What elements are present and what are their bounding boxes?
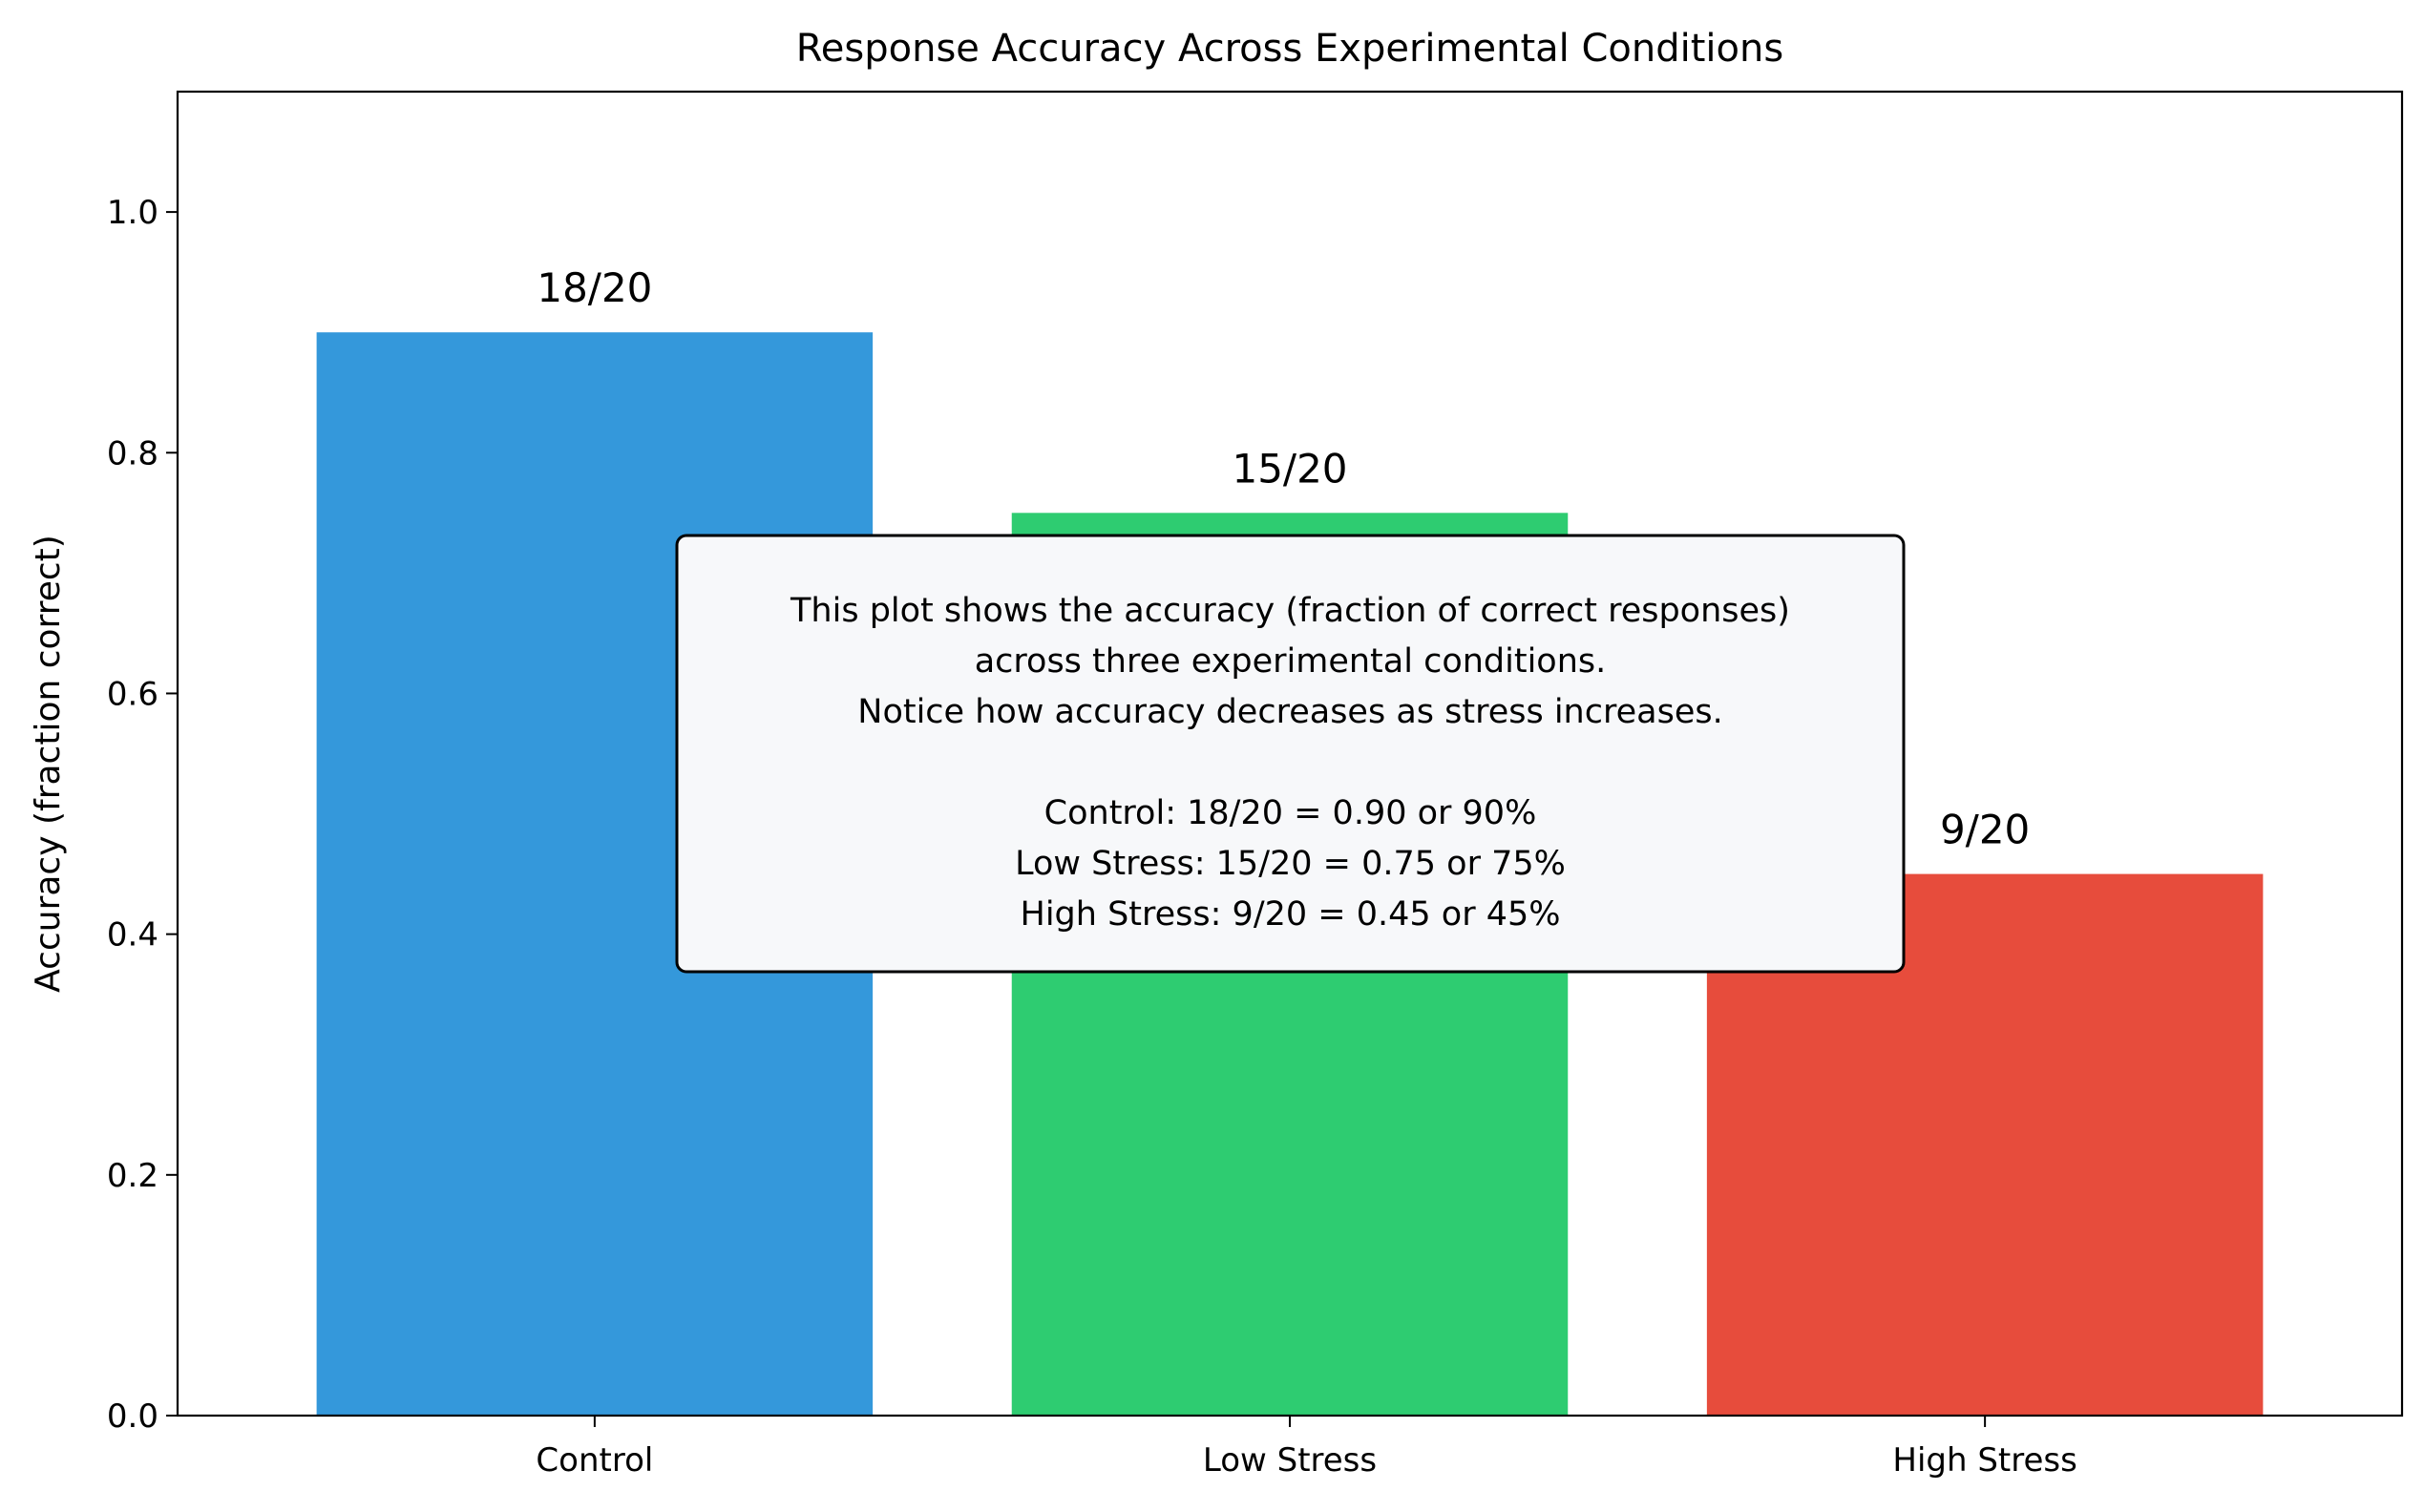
annotation-text-line: High Stress: 9/20 = 0.45 or 45% xyxy=(1021,895,1561,934)
plot-area: 18/20 15/20 9/20 0.0 0.2 0.4 0.6 0.8 1.0 Control L… xyxy=(107,90,2404,1480)
chart-title: Response Accuracy Across Experimental Co… xyxy=(796,27,1783,71)
y-axis-label: Accuracy (fraction correct) xyxy=(29,535,68,993)
data-label: 18/20 xyxy=(537,264,652,311)
y-tick-label: 0.6 xyxy=(107,675,158,713)
annotation-text-line: Low Stress: 15/20 = 0.75 or 75% xyxy=(1015,845,1566,883)
annotation-text-line: Notice how accuracy decreases as stress … xyxy=(857,693,1722,731)
data-label: 9/20 xyxy=(1940,807,2030,853)
y-tick-label: 0.4 xyxy=(107,916,158,955)
annotation-text-line: This plot shows the accuracy (fraction o… xyxy=(790,592,1790,630)
y-tick-label: 0.2 xyxy=(107,1157,158,1195)
x-tick-label: High Stress xyxy=(1892,1441,2076,1480)
x-tick-label: Low Stress xyxy=(1203,1441,1377,1480)
data-label: 15/20 xyxy=(1232,445,1347,492)
x-tick-label: Control xyxy=(536,1441,653,1480)
y-tick-label: 0.8 xyxy=(107,434,158,472)
annotation-text-line: Control: 18/20 = 0.90 or 90% xyxy=(1044,794,1537,832)
annotation-text-line: across three experimental conditions. xyxy=(975,642,1607,681)
y-tick-label: 0.0 xyxy=(107,1397,158,1436)
annotation-box xyxy=(675,534,1906,974)
y-tick-label: 1.0 xyxy=(107,194,158,232)
